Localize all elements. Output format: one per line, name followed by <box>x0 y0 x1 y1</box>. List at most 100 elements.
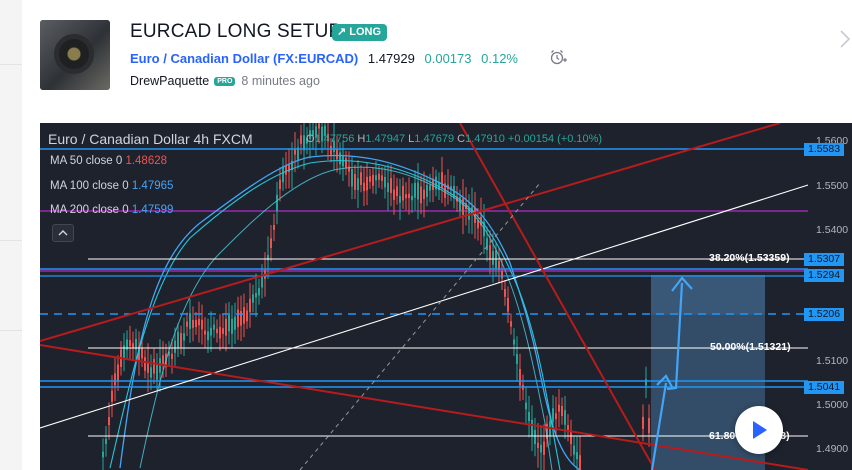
candle-body <box>399 195 401 203</box>
candle-body <box>240 311 242 326</box>
candle-body <box>489 244 491 261</box>
axis-tick: 1.5500 <box>816 180 849 192</box>
candle-body <box>423 189 425 200</box>
candle-body <box>486 238 488 251</box>
ohlc-high: 1.47947 <box>365 133 406 145</box>
candle-body <box>228 314 230 332</box>
candle-body <box>330 145 332 155</box>
candle-body <box>141 347 143 359</box>
candle-body <box>213 324 215 330</box>
candle-body <box>498 260 500 271</box>
candle-body <box>195 319 197 328</box>
sidebar-divider <box>0 330 22 331</box>
projection-arrow-head-2 <box>671 276 693 292</box>
ma-legend-value: 1.48628 <box>125 155 168 167</box>
candle-body <box>384 176 386 188</box>
ohlc-low-label: L <box>408 133 415 145</box>
candle-body <box>408 193 410 199</box>
candle-body <box>333 140 335 153</box>
trendline-dashed-grey <box>299 182 541 470</box>
candle-body <box>126 339 128 350</box>
candle-body <box>186 321 188 327</box>
candle-body <box>282 166 284 183</box>
candle-body <box>102 451 104 458</box>
play-icon <box>753 421 767 439</box>
candle-body <box>324 125 326 136</box>
candle-body <box>216 328 218 334</box>
author-name[interactable]: DrewPaquette <box>130 74 210 88</box>
candle-body <box>492 251 494 265</box>
candle-body <box>291 160 293 171</box>
candle-body <box>153 359 155 374</box>
ma-legend-100[interactable]: MA 100 close 0 1.47965 <box>50 180 173 192</box>
candle-body <box>318 123 320 129</box>
candle-body <box>561 406 563 417</box>
candle-body <box>465 203 467 210</box>
chevron-right-icon[interactable] <box>838 28 852 50</box>
candle-body <box>411 195 413 201</box>
candle-body <box>414 182 416 198</box>
candle-body <box>270 238 272 248</box>
candle-body <box>279 179 281 190</box>
candle-body <box>462 198 464 215</box>
idea-title[interactable]: EURCAD LONG SETUP <box>130 21 342 42</box>
play-replay-button[interactable] <box>735 406 783 454</box>
candle-body <box>147 362 149 373</box>
candle-body <box>504 288 506 297</box>
candle-body <box>312 130 314 136</box>
candle-body <box>570 431 572 445</box>
candle-body <box>540 444 542 453</box>
avatar-steering-wheel <box>54 34 94 74</box>
ohlc-close-label: C <box>457 133 466 145</box>
price-label-1-5307: 1.5307 <box>804 253 845 266</box>
candle-body <box>162 355 164 364</box>
candle-body <box>288 164 290 172</box>
candle-body <box>372 174 374 186</box>
alarm-clock-plus-icon[interactable] <box>549 48 567 66</box>
pro-badge: PRO <box>214 77 236 86</box>
ohlc-high-label: H <box>357 133 366 145</box>
candle-body <box>132 343 134 349</box>
ma-legend-50[interactable]: MA 50 close 0 1.48628 <box>50 155 167 167</box>
candle-body <box>189 313 191 329</box>
candle-body <box>294 149 296 155</box>
candle-body <box>210 327 212 336</box>
candle-body <box>510 321 512 327</box>
candle-body <box>105 438 107 445</box>
candle-body <box>528 412 530 422</box>
price-axis[interactable] <box>808 123 852 470</box>
ohlc-open: 1.47756 <box>314 133 355 145</box>
candle-body <box>477 220 479 229</box>
candle-body <box>261 275 263 288</box>
symbol-link[interactable]: Euro / Canadian Dollar (FX:EURCAD) <box>130 51 359 66</box>
candle-body <box>219 326 221 339</box>
candle-body <box>366 176 368 191</box>
candle-body <box>198 318 200 326</box>
candle-body <box>402 185 404 201</box>
symbol-change: 0.00173 <box>424 51 472 66</box>
ohlc-low: 1.47679 <box>414 133 455 145</box>
price-label-1-5206: 1.5206 <box>804 308 845 321</box>
candle-body <box>564 410 566 425</box>
candle-body <box>297 147 299 160</box>
candle-body <box>315 126 317 138</box>
price-label-1-5583: 1.5583 <box>804 143 845 156</box>
ma200-line <box>109 160 561 470</box>
candle-body <box>267 255 269 261</box>
author-avatar[interactable] <box>40 20 110 90</box>
candle-body <box>183 333 185 341</box>
candle-body <box>543 441 545 455</box>
candle-body <box>420 186 422 204</box>
legend-collapse-button[interactable] <box>52 224 74 242</box>
chart-panel[interactable]: Euro / Canadian Dollar 4h FXCM O1.47756 … <box>40 123 852 470</box>
candles <box>102 123 650 470</box>
candle-body <box>348 166 350 172</box>
candle-body <box>144 357 146 371</box>
ma-legend-200[interactable]: MA 200 close 0 1.47599 <box>50 204 173 216</box>
ma100-line <box>119 154 581 470</box>
chart-canvas[interactable] <box>40 123 852 470</box>
projection-arrow-head-1 <box>656 374 673 388</box>
sidebar-divider <box>0 240 22 241</box>
candle-body <box>249 298 251 313</box>
candle-body <box>357 178 359 191</box>
